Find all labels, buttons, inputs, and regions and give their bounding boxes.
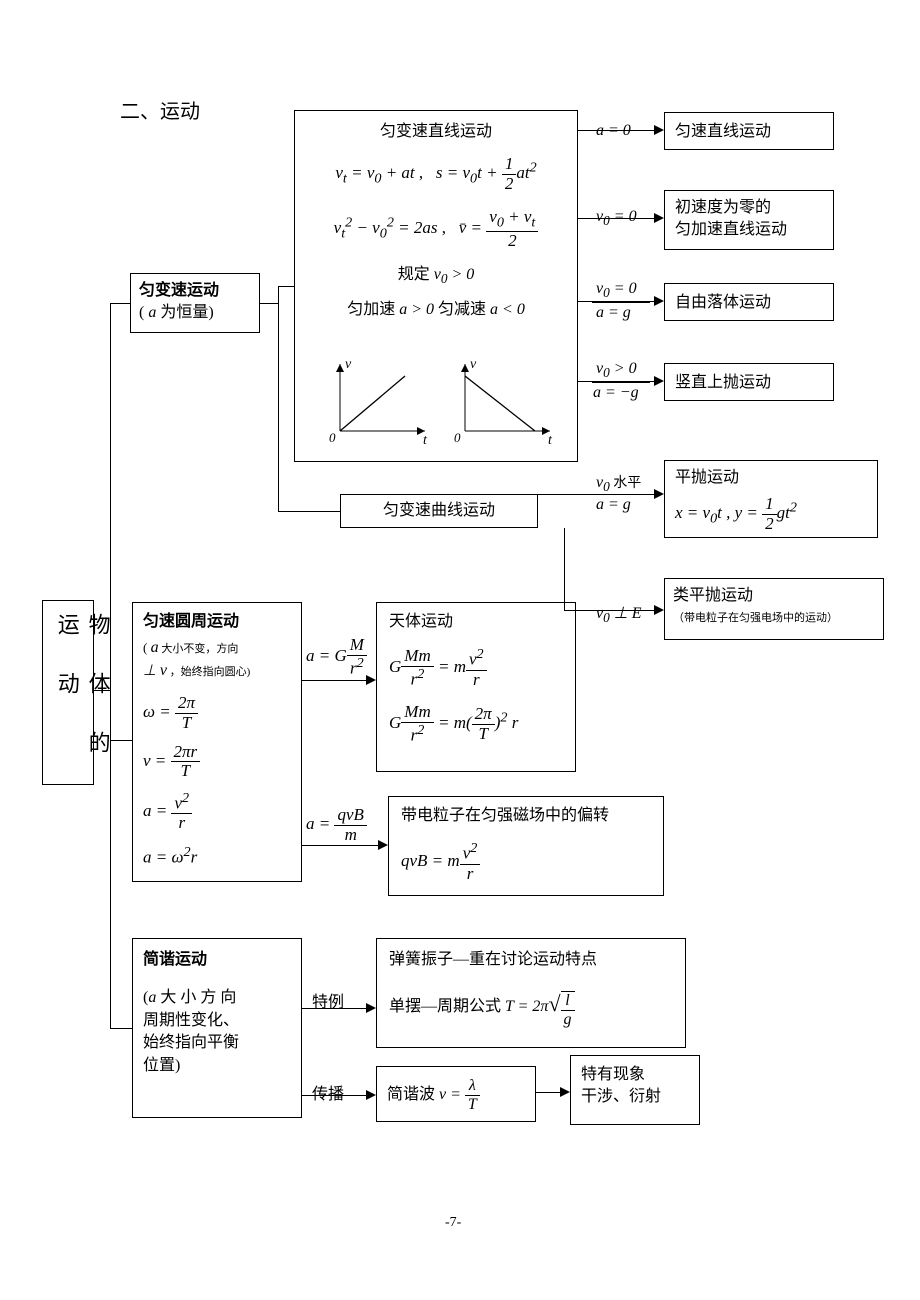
uniform-accel-note: ( a 为恒量) bbox=[139, 302, 251, 324]
uniform-accel-box: 匀变速运动 ( a 为恒量) bbox=[130, 273, 260, 333]
circular-eq1: ω = 2πT bbox=[143, 694, 291, 732]
magnetic-box: 带电粒子在匀强磁场中的偏转 qvB = mv2r bbox=[388, 796, 664, 896]
vt-plot-accel: v t 0 bbox=[325, 356, 435, 446]
circular-note-2: ⊥ v ，始终指向圆心) bbox=[143, 660, 291, 682]
magnetic-cond: a = qvBm bbox=[306, 806, 367, 844]
cond-4a: v0 > 0 bbox=[596, 360, 637, 381]
shm-note-4: 位置) bbox=[143, 1055, 291, 1077]
magnetic-title: 带电粒子在匀强磁场中的偏转 bbox=[401, 805, 651, 827]
outcome-3: 自由落体运动 bbox=[664, 283, 834, 321]
celestial-title: 天体运动 bbox=[389, 611, 563, 633]
celestial-eq1: GMmr2 = mv2r bbox=[389, 647, 563, 689]
celestial-cond: a = GMr2 bbox=[306, 636, 367, 678]
shm-branch2-label: 传播 bbox=[312, 1080, 344, 1104]
shm-title: 简谐运动 bbox=[143, 949, 291, 971]
circular-box: 匀速圆周运动 ( a 大小不变，方向 ⊥ v ，始终指向圆心) ω = 2πT … bbox=[132, 602, 302, 882]
section-title: 二、运动 bbox=[120, 95, 200, 124]
outcome-6: 类平抛运动 （带电粒子在匀强电场中的运动） bbox=[664, 578, 884, 640]
cond-5a: v0 水平 bbox=[596, 472, 641, 495]
outcome-2: 初速度为零的 匀加速直线运动 bbox=[664, 190, 834, 250]
svg-text:v: v bbox=[470, 357, 477, 372]
circular-eq4: a = ω2r bbox=[143, 843, 291, 869]
celestial-box: 天体运动 GMmr2 = mv2r GMmr2 = m(2πT)2 r bbox=[376, 602, 576, 772]
linear-title: 匀变速直线运动 bbox=[303, 121, 569, 143]
uniform-accel-title: 匀变速运动 bbox=[139, 280, 251, 302]
shm-spring-box: 弹簧振子—重在讨论运动特点 单摆—周期公式 T = 2π√lg bbox=[376, 938, 686, 1048]
vt-plot-decel: v t 0 bbox=[450, 356, 560, 446]
cond-3b: a = g bbox=[596, 304, 631, 322]
shm-note-3: 始终指向平衡 bbox=[143, 1032, 291, 1054]
magnetic-eq: qvB = mv2r bbox=[401, 841, 651, 883]
svg-text:v: v bbox=[345, 357, 352, 372]
circular-eq3: a = v2r bbox=[143, 791, 291, 833]
outcome-5: 平抛运动 x = v0t , y = 12gt2 bbox=[664, 460, 878, 538]
shm-phenomena-box: 特有现象 干涉、衍射 bbox=[570, 1055, 700, 1125]
circular-note-1: ( a 大小不变，方向 bbox=[143, 637, 291, 659]
shm-pendulum: 单摆—周期公式 T = 2π√lg bbox=[389, 989, 673, 1028]
cond-6: v0 ⊥ E bbox=[596, 603, 642, 626]
page-number: -7- bbox=[445, 1215, 461, 1231]
outcome-1: 匀速直线运动 bbox=[664, 112, 834, 150]
shm-box: 简谐运动 (a 大 小 方 向 周期性变化、 始终指向平衡 位置) bbox=[132, 938, 302, 1118]
root-label: 物 体 的 运 动 bbox=[51, 613, 113, 772]
linear-eq2: vt2 − v02 = 2as , v̄ = v0 + vt2 bbox=[303, 208, 569, 251]
svg-text:t: t bbox=[423, 433, 428, 446]
celestial-eq2: GMmr2 = m(2πT)2 r bbox=[389, 703, 563, 745]
svg-text:t: t bbox=[548, 433, 553, 446]
linear-eq1: vt = v0 + at , s = v0t + 12at2 bbox=[303, 155, 569, 193]
curve-motion-box: 匀变速曲线运动 bbox=[340, 494, 538, 528]
root-box: 物 体 的 运 动 bbox=[42, 600, 94, 785]
cond-3a: v0 = 0 bbox=[596, 280, 637, 301]
cond-5b: a = g bbox=[596, 496, 631, 514]
cond-1: a = 0 bbox=[596, 122, 631, 140]
circular-title: 匀速圆周运动 bbox=[143, 611, 291, 633]
linear-accel-decel: 匀加速 a > 0 匀减速 a < 0 bbox=[303, 299, 569, 321]
shm-spring-line1: 弹簧振子—重在讨论运动特点 bbox=[389, 949, 673, 971]
outcome-4: 竖直上抛运动 bbox=[664, 363, 834, 401]
shm-note-2: 周期性变化、 bbox=[143, 1010, 291, 1032]
shm-wave-box: 简谐波 v = λT bbox=[376, 1066, 536, 1122]
cond-4b: a = −g bbox=[593, 384, 639, 402]
linear-rule: 规定 v0 > 0 bbox=[303, 264, 569, 289]
svg-text:0: 0 bbox=[329, 430, 336, 445]
circular-eq2: v = 2πrT bbox=[143, 743, 291, 781]
shm-note-1: (a 大 小 方 向 bbox=[143, 987, 291, 1009]
svg-text:0: 0 bbox=[454, 430, 461, 445]
